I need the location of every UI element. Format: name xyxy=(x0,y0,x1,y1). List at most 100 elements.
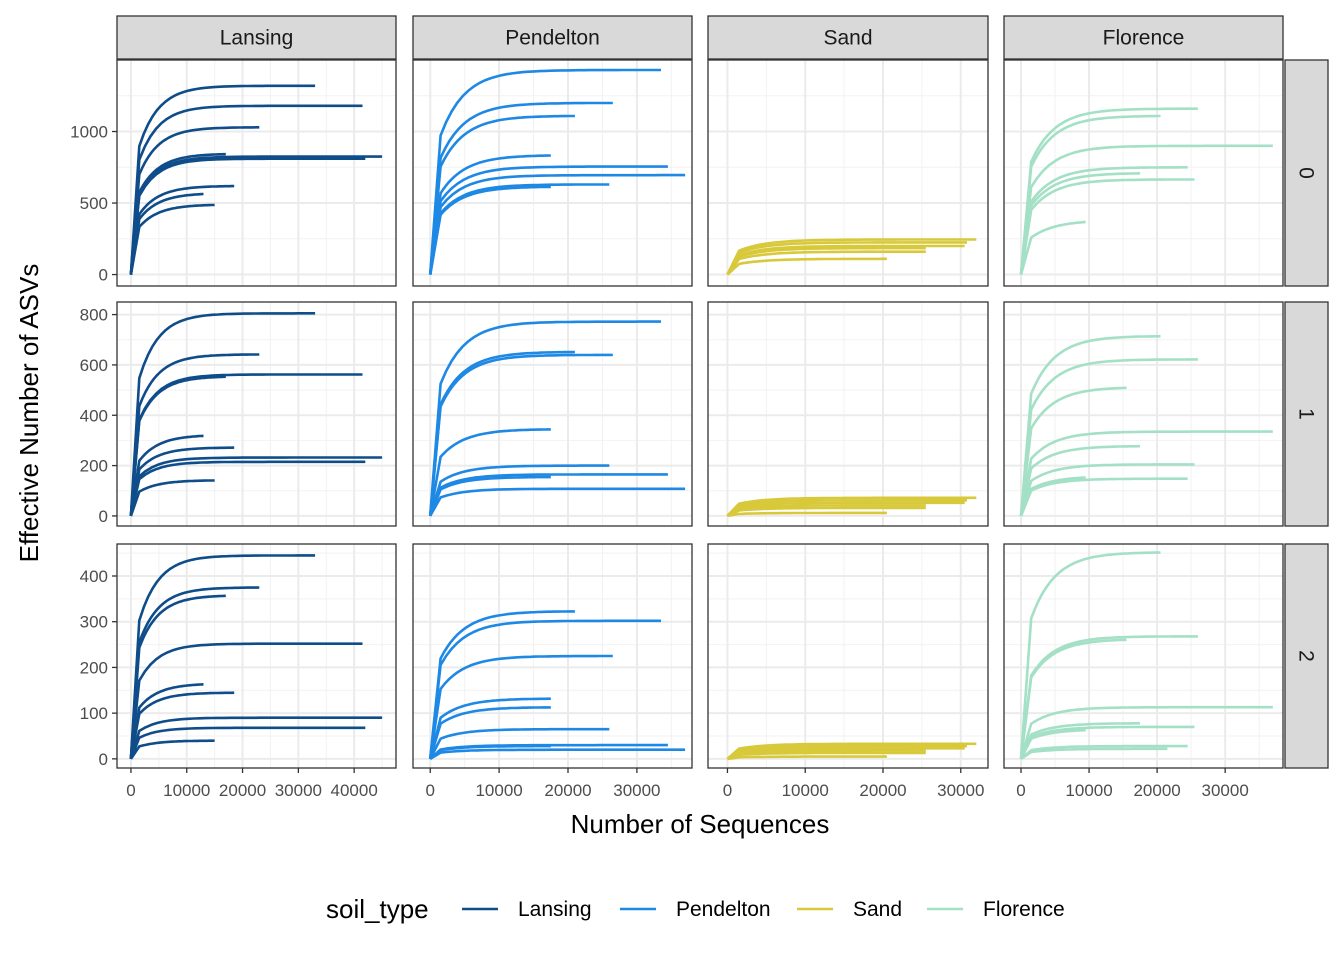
facet-strip-pendelton xyxy=(412,15,693,60)
rarefaction-curve xyxy=(726,241,967,276)
rarefaction-curve xyxy=(726,751,926,761)
rarefaction-curve xyxy=(129,203,215,275)
rarefaction-curve xyxy=(727,511,887,518)
rarefaction-curve xyxy=(428,464,610,517)
facet-strip-label: Sand xyxy=(823,27,872,50)
legend: soil_type Lansing Pendelton Sand Florence xyxy=(326,894,1065,924)
rarefaction-curve xyxy=(1019,107,1198,275)
x-tick-label: 20000 xyxy=(859,781,906,800)
rarefaction-curve xyxy=(129,456,383,517)
rarefaction-curve xyxy=(429,748,686,761)
rarefaction-curve xyxy=(428,183,610,275)
panel-frame xyxy=(1003,59,1284,287)
rarefaction-curve xyxy=(726,742,977,760)
rarefaction-curve xyxy=(726,749,926,761)
x-tick-label: 10000 xyxy=(1065,781,1112,800)
y-tick-label: 200 xyxy=(80,658,108,677)
x-tick-label: 10000 xyxy=(475,781,522,800)
panel-frame xyxy=(412,543,693,769)
rarefaction-curve xyxy=(429,744,551,760)
rarefaction-curve xyxy=(428,654,613,760)
rarefaction-curve xyxy=(1019,551,1161,759)
y-tick-label: 600 xyxy=(80,356,108,375)
x-tick-label: 30000 xyxy=(613,781,660,800)
x-tick-label: 40000 xyxy=(331,781,378,800)
rarefaction-curve xyxy=(726,744,967,760)
rarefaction-curve xyxy=(1019,144,1273,275)
rarefaction-curve xyxy=(129,126,260,275)
rarefaction-curve xyxy=(727,755,887,761)
facet-strip-row-label: 2 xyxy=(1295,650,1318,662)
rarefaction-curve xyxy=(1019,635,1198,760)
rarefaction-curve xyxy=(428,114,575,275)
rarefaction-curve xyxy=(428,173,686,275)
facet-strip-row-2 xyxy=(1284,543,1329,769)
rarefaction-curve xyxy=(129,157,366,275)
rarefaction-curve xyxy=(428,165,668,275)
rarefaction-curve xyxy=(429,727,610,760)
facet-strip-row-0 xyxy=(1284,59,1329,287)
curve-layer xyxy=(129,68,1273,761)
rarefaction-curve xyxy=(428,473,668,517)
rarefaction-curve xyxy=(1019,172,1141,275)
rarefaction-curve xyxy=(1020,747,1168,760)
rarefaction-curve xyxy=(428,706,551,760)
rarefaction-curve xyxy=(428,154,551,275)
rarefaction-curve xyxy=(428,320,661,517)
x-tick-label: 0 xyxy=(723,781,732,800)
facet-strip-label: Pendelton xyxy=(505,27,600,50)
x-tick-label: 0 xyxy=(1016,781,1025,800)
rarefaction-curve xyxy=(129,691,235,760)
y-tick-label: 500 xyxy=(80,194,108,213)
panel-frame xyxy=(412,59,693,287)
rarefaction-curve xyxy=(1019,477,1188,517)
rarefaction-curve xyxy=(726,238,977,276)
y-tick-label: 0 xyxy=(99,750,108,769)
x-tick-label: 10000 xyxy=(782,781,829,800)
rarefaction-curve xyxy=(129,192,204,275)
y-tick-label: 200 xyxy=(80,457,108,476)
y-tick-label: 400 xyxy=(80,406,108,425)
rarefaction-curve xyxy=(129,84,316,275)
facet-strip-row-1 xyxy=(1284,301,1329,527)
legend-label: Florence xyxy=(983,898,1065,921)
rarefaction-curve xyxy=(726,246,926,276)
rarefaction-curve xyxy=(428,619,661,760)
facet-strip-row-label: 1 xyxy=(1295,408,1318,420)
rarefaction-curve xyxy=(129,152,226,275)
strip-layer: Lansing Pendelton Sand Florence 0 1 2 xyxy=(116,15,1329,769)
rarefaction-curve xyxy=(428,350,575,517)
rarefaction-curve xyxy=(726,506,926,518)
panel-frame xyxy=(1003,301,1284,527)
rarefaction-curve xyxy=(428,101,613,275)
panel-frame xyxy=(1003,543,1284,769)
rarefaction-curve xyxy=(429,487,686,517)
rarefaction-curve xyxy=(1019,638,1127,760)
rarefaction-curve xyxy=(1019,430,1273,517)
rarefaction-curve xyxy=(1019,334,1161,517)
legend-label: Lansing xyxy=(518,898,592,921)
rarefaction-curve xyxy=(129,642,363,760)
y-tick-label: 0 xyxy=(99,507,108,526)
rarefaction-curve xyxy=(428,610,575,760)
panel-frame xyxy=(116,543,397,769)
rarefaction-curve xyxy=(129,155,383,275)
rarefaction-curve xyxy=(726,747,965,761)
rarefaction-curve xyxy=(1019,178,1195,275)
rarefaction-curve xyxy=(129,375,226,517)
x-tick-label: 20000 xyxy=(544,781,591,800)
rarefaction-curve xyxy=(1019,476,1086,517)
panel-frame xyxy=(412,301,693,527)
rarefaction-curve xyxy=(129,460,366,517)
x-tick-label: 30000 xyxy=(1202,781,1249,800)
panel-frame xyxy=(707,59,989,287)
rarefaction-curve xyxy=(428,185,551,275)
facet-strip-label: Lansing xyxy=(220,27,294,50)
y-tick-label: 100 xyxy=(80,704,108,723)
x-tick-label: 20000 xyxy=(219,781,266,800)
legend-label: Pendelton xyxy=(676,898,771,921)
x-tick-label: 0 xyxy=(425,781,434,800)
panel-frame xyxy=(116,59,397,287)
rarefaction-curve xyxy=(1019,728,1086,760)
rarefaction-curve xyxy=(1019,114,1161,275)
